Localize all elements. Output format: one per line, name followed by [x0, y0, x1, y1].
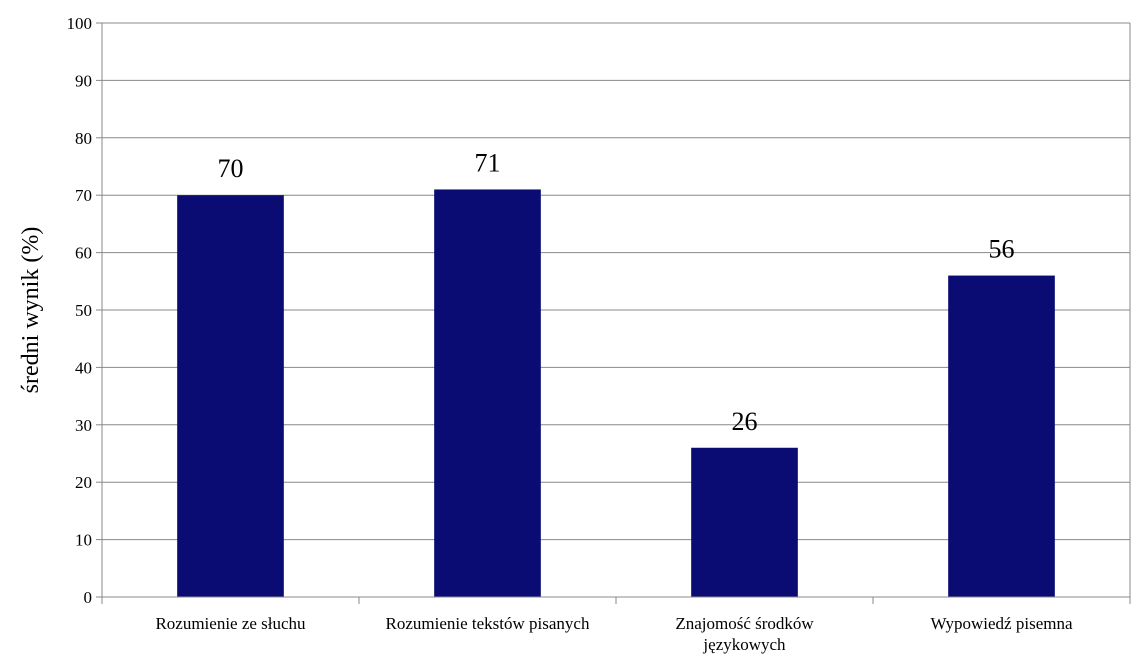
y-tick-label: 50	[75, 301, 92, 320]
bar	[948, 275, 1055, 597]
y-tick-label: 70	[75, 186, 92, 205]
category-label: Rozumienie tekstów pisanych	[386, 614, 590, 633]
data-label: 56	[989, 235, 1015, 264]
category-label: Rozumienie ze słuchu	[155, 614, 306, 633]
y-axis-title: średni wynik (%)	[18, 227, 44, 394]
y-tick-label: 20	[75, 473, 92, 492]
y-tick-label: 60	[75, 244, 92, 263]
data-label: 26	[732, 407, 758, 436]
y-tick-label: 100	[67, 14, 93, 33]
bar	[177, 195, 284, 597]
y-tick-label: 30	[75, 416, 92, 435]
y-tick-label: 90	[75, 71, 92, 90]
category-label: językowych	[702, 635, 786, 654]
axes	[96, 22, 1131, 604]
bars	[177, 189, 1055, 597]
y-tick-label: 0	[84, 588, 93, 607]
data-label: 71	[475, 148, 501, 177]
y-tick-label: 80	[75, 129, 92, 148]
category-label: Wypowiedź pisemna	[930, 614, 1072, 633]
category-label: Znajomość środków	[675, 614, 814, 633]
y-tick-label: 10	[75, 531, 92, 550]
data-label: 70	[218, 154, 244, 183]
bar	[691, 447, 798, 597]
y-tick-label: 40	[75, 358, 92, 377]
bar	[434, 189, 541, 597]
labels: 0 10 20 30 40 50 60 70 80 90 100 70 Rozumienie ze sł…	[67, 14, 1073, 654]
